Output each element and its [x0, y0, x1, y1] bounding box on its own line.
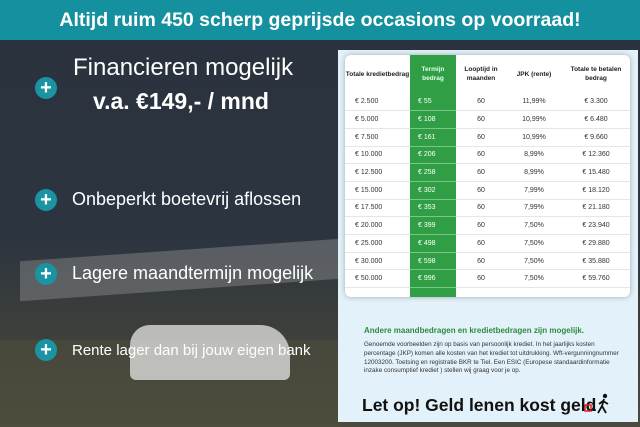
plus-icon: + [35, 339, 57, 361]
table-cell: € 50.000 [345, 269, 410, 289]
table-cell: € 21.180 [562, 199, 630, 218]
warning-text: Let op! Geld lenen kost geld [362, 395, 597, 415]
table-cell: € 17.500 [345, 199, 410, 218]
table-cell: 60 [456, 93, 506, 112]
disclaimer: Genoemde voorbeelden zijn op basis van p… [364, 341, 619, 375]
table-cell: € 25.000 [345, 234, 410, 253]
table-cell: € 7.500 [345, 128, 410, 147]
table-cell: € 12.500 [345, 163, 410, 182]
loan-table: Totale kredietbedrag Termijn bedrag Loop… [345, 55, 630, 289]
table-cell: € 9.660 [562, 128, 630, 147]
plus-icon: + [35, 263, 57, 285]
col-header: Totale kredietbedrag [345, 70, 410, 78]
table-cell: € 2.500 [345, 93, 410, 112]
table-cell: 10,99% [506, 110, 562, 129]
table-cell: € 598 [410, 252, 456, 271]
table-cell: 7,99% [506, 181, 562, 200]
plus-icon: + [35, 189, 57, 211]
table-cell: € 15.480 [562, 163, 630, 182]
col-header: Termijn bedrag [421, 66, 445, 82]
table-cell: € 5.000 [345, 110, 410, 129]
other-amounts-note: Andere maandbedragen en kredietbedragen … [364, 326, 585, 335]
table-cell: 7,50% [506, 269, 562, 289]
table-cell: 60 [456, 269, 506, 289]
table-cell: 11,99% [506, 93, 562, 112]
table-row: € 12.500 € 258 60 8,99% € 15.480 [345, 163, 630, 182]
feature-lower-term: Lagere maandtermijn mogelijk [72, 263, 314, 283]
table-cell: € 15.000 [345, 181, 410, 200]
table-row: € 20.000 € 399 60 7,50% € 23.940 [345, 216, 630, 235]
table-cell: € 6.480 [562, 110, 630, 129]
table-row: € 17.500 € 353 60 7,99% € 21.180 [345, 199, 630, 218]
table-cell: 7,50% [506, 234, 562, 253]
table-cell: € 161 [410, 128, 456, 147]
walking-person-icon [584, 393, 609, 414]
table-cell: 10,99% [506, 128, 562, 147]
car [130, 325, 290, 380]
table-cell: 7,50% [506, 216, 562, 235]
table-cell: 60 [456, 234, 506, 253]
table-cell: 60 [456, 216, 506, 235]
table-cell: 8,99% [506, 146, 562, 165]
table-cell: € 12.360 [562, 146, 630, 165]
table-cell: € 258 [410, 163, 456, 182]
background-photo [0, 40, 340, 427]
table-cell: € 108 [410, 110, 456, 129]
table-cell: € 20.000 [345, 216, 410, 235]
table-cell: € 29.880 [562, 234, 630, 253]
table-cell: € 10.000 [345, 146, 410, 165]
col-header: Looptijd in maanden [464, 66, 498, 82]
table-cell: € 399 [410, 216, 456, 235]
table-row: € 2.500 € 55 60 11,99% € 3.300 [345, 93, 630, 112]
table-cell: 60 [456, 181, 506, 200]
table-row: € 5.000 € 108 60 10,99% € 6.480 [345, 110, 630, 129]
table-cell: 7,99% [506, 199, 562, 218]
table-cell: € 30.000 [345, 252, 410, 271]
feature-rate: Rente lager dan bij jouw eigen bank [72, 342, 311, 359]
table-cell: € 498 [410, 234, 456, 253]
table-cell: € 3.300 [562, 93, 630, 112]
col-header: Totale te betalen bedrag [570, 66, 622, 82]
table-cell: 60 [456, 146, 506, 165]
table-cell: 60 [456, 163, 506, 182]
table-row: € 15.000 € 302 60 7,99% € 18.120 [345, 181, 630, 200]
table-cell: 60 [456, 252, 506, 271]
feature-financing: Financieren mogelijk [73, 54, 294, 81]
table-cell: 60 [456, 110, 506, 129]
table-cell: 60 [456, 128, 506, 147]
table-cell: € 302 [410, 181, 456, 200]
table-row: € 10.000 € 206 60 8,99% € 12.360 [345, 146, 630, 165]
table-cell: 7,50% [506, 252, 562, 271]
feature-repay: Onbeperkt boetevrij aflossen [72, 189, 302, 209]
table-cell: 8,99% [506, 163, 562, 182]
table-cell: € 59.760 [562, 269, 630, 289]
headline-banner: Altijd ruim 450 scherp geprijsde occasio… [0, 0, 640, 40]
table-cell: € 18.120 [562, 181, 630, 200]
table-row: € 25.000 € 498 60 7,50% € 29.880 [345, 234, 630, 253]
table-cell: € 206 [410, 146, 456, 165]
col-header: JPK (rente) [516, 70, 552, 78]
table-cell: € 35.880 [562, 252, 630, 271]
table-cell: € 23.940 [562, 216, 630, 235]
table-cell: 60 [456, 199, 506, 218]
plus-icon: + [35, 77, 57, 99]
table-row: € 50.000 € 996 60 7,50% € 59.760 [345, 269, 630, 289]
table-cell: € 353 [410, 199, 456, 218]
table-row: € 7.500 € 161 60 10,99% € 9.660 [345, 128, 630, 147]
feature-financing-price: v.a. €149,- / mnd [93, 88, 269, 114]
table-cell: € 55 [410, 93, 456, 112]
table-cell: € 996 [410, 269, 456, 289]
table-row: € 30.000 € 598 60 7,50% € 35.880 [345, 252, 630, 271]
